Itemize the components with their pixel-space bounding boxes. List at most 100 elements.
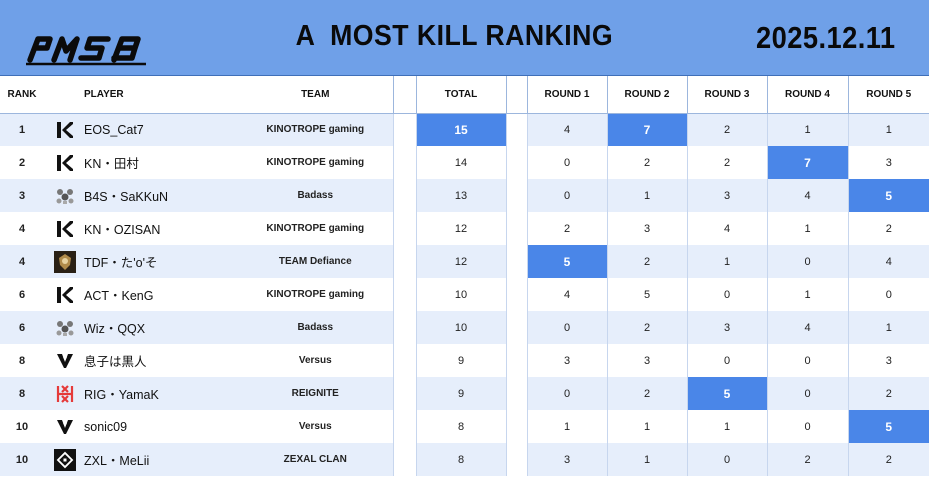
team-name: Badass	[238, 311, 393, 344]
team-logo-cell	[44, 212, 82, 245]
round-2-kills: 1	[606, 410, 687, 443]
spacer-cell	[392, 377, 416, 410]
zexal-icon	[48, 448, 82, 471]
round-2-kills: 7	[606, 113, 687, 146]
round-5-kills: 2	[847, 212, 929, 245]
round-3-kills: 0	[686, 443, 767, 476]
spacer-cell	[392, 443, 416, 476]
player-name: KN・田村	[82, 146, 238, 179]
round-5-kills: 3	[847, 146, 929, 179]
header-banner: A MOST KILL RANKING 2025.12.11	[0, 0, 929, 76]
table-row: 6 Wiz・QQX Badass 10 0 2 3 4 1	[0, 311, 929, 344]
kinotrope-icon	[48, 119, 82, 141]
spacer-cell	[392, 113, 416, 146]
badass-icon	[48, 317, 82, 339]
round-3-kills: 2	[686, 146, 767, 179]
round-1-kills: 2	[526, 212, 607, 245]
team-name: KINOTROPE gaming	[238, 146, 393, 179]
total-kills: 9	[415, 377, 506, 410]
table-row: 3 B4S・SaKKuN Badass 13 0 1 3 4 5	[0, 179, 929, 212]
kinotrope-icon	[48, 152, 82, 174]
team-logo-cell	[44, 113, 82, 146]
table-row: 2 KN・田村 KINOTROPE gaming 14 0 2 2 7 3	[0, 146, 929, 179]
round-3-kills: 2	[686, 113, 767, 146]
team-logo-cell	[44, 179, 82, 212]
round-5-kills: 3	[847, 344, 929, 377]
total-kills: 10	[415, 311, 506, 344]
round-2-kills: 3	[606, 212, 687, 245]
spacer-cell	[392, 410, 416, 443]
round-5-kills: 1	[847, 113, 929, 146]
team-name: KINOTROPE gaming	[238, 278, 393, 311]
round-4-kills: 0	[766, 377, 848, 410]
total-kills: 10	[415, 278, 506, 311]
table-header-row: RANK PLAYER TEAM TOTAL ROUND 1 ROUND 2 R…	[0, 76, 929, 114]
total-kills: 8	[415, 443, 506, 476]
pmsb-logo	[26, 36, 146, 66]
player-name: TDF・た'o'そ	[82, 245, 238, 278]
total-kills: 14	[415, 146, 506, 179]
round-3-kills: 3	[686, 179, 767, 212]
round-3-kills: 4	[686, 212, 767, 245]
team-logo-cell	[44, 245, 82, 278]
total-kills: 13	[415, 179, 506, 212]
round-4-kills: 0	[766, 344, 848, 377]
header-player: PLAYER	[82, 76, 238, 114]
header-rank: RANK	[0, 76, 44, 114]
round-4-kills: 0	[766, 245, 848, 278]
round-3-kills: 1	[686, 410, 767, 443]
kinotrope-icon	[48, 284, 82, 306]
spacer-cell	[392, 245, 416, 278]
rank-cell: 2	[0, 146, 44, 179]
team-name: KINOTROPE gaming	[238, 113, 393, 146]
round-1-kills: 4	[526, 278, 607, 311]
round-3-kills: 3	[686, 311, 767, 344]
spacer-cell	[505, 410, 527, 443]
spacer-cell	[505, 311, 527, 344]
header-logo	[44, 76, 82, 114]
player-name: sonic09	[82, 410, 238, 443]
round-1-kills: 5	[526, 245, 607, 278]
spacer-cell	[392, 179, 416, 212]
round-2-kills: 1	[606, 179, 687, 212]
table-row: 10 sonic09 Versus 8 1 1 1 0 5	[0, 410, 929, 443]
total-kills: 12	[415, 245, 506, 278]
round-2-kills: 2	[606, 311, 687, 344]
round-1-kills: 0	[526, 146, 607, 179]
rank-cell: 10	[0, 443, 44, 476]
rank-cell: 8	[0, 377, 44, 410]
spacer-cell	[505, 179, 527, 212]
table-row: 8 RIG・YamaK REIGNITE 9 0 2 5 0 2	[0, 377, 929, 410]
round-1-kills: 0	[526, 179, 607, 212]
player-name: EOS_Cat7	[82, 113, 238, 146]
team-logo-cell	[44, 344, 82, 377]
team-name: ZEXAL CLAN	[238, 443, 393, 476]
round-2-kills: 2	[606, 245, 687, 278]
player-name: KN・OZISAN	[82, 212, 238, 245]
header-round-3: ROUND 3	[686, 76, 767, 114]
spacer-cell	[392, 278, 416, 311]
spacer-cell	[392, 146, 416, 179]
spacer-cell	[505, 278, 527, 311]
total-kills: 8	[415, 410, 506, 443]
header-spacer	[392, 76, 416, 114]
round-1-kills: 0	[526, 311, 607, 344]
round-2-kills: 5	[606, 278, 687, 311]
kinotrope-icon	[48, 218, 82, 240]
versus-icon	[48, 416, 82, 438]
total-kills: 9	[415, 344, 506, 377]
team-name: REIGNITE	[238, 377, 393, 410]
round-5-kills: 4	[847, 245, 929, 278]
round-3-kills: 5	[686, 377, 767, 410]
round-1-kills: 3	[526, 443, 607, 476]
page-title: A MOST KILL RANKING	[295, 20, 614, 52]
round-2-kills: 2	[606, 377, 687, 410]
round-2-kills: 1	[606, 443, 687, 476]
spacer-cell	[505, 245, 527, 278]
team-logo-cell	[44, 311, 82, 344]
rank-cell: 10	[0, 410, 44, 443]
header-team: TEAM	[238, 76, 393, 114]
rank-cell: 6	[0, 311, 44, 344]
total-kills: 15	[415, 113, 506, 146]
spacer-cell	[505, 212, 527, 245]
